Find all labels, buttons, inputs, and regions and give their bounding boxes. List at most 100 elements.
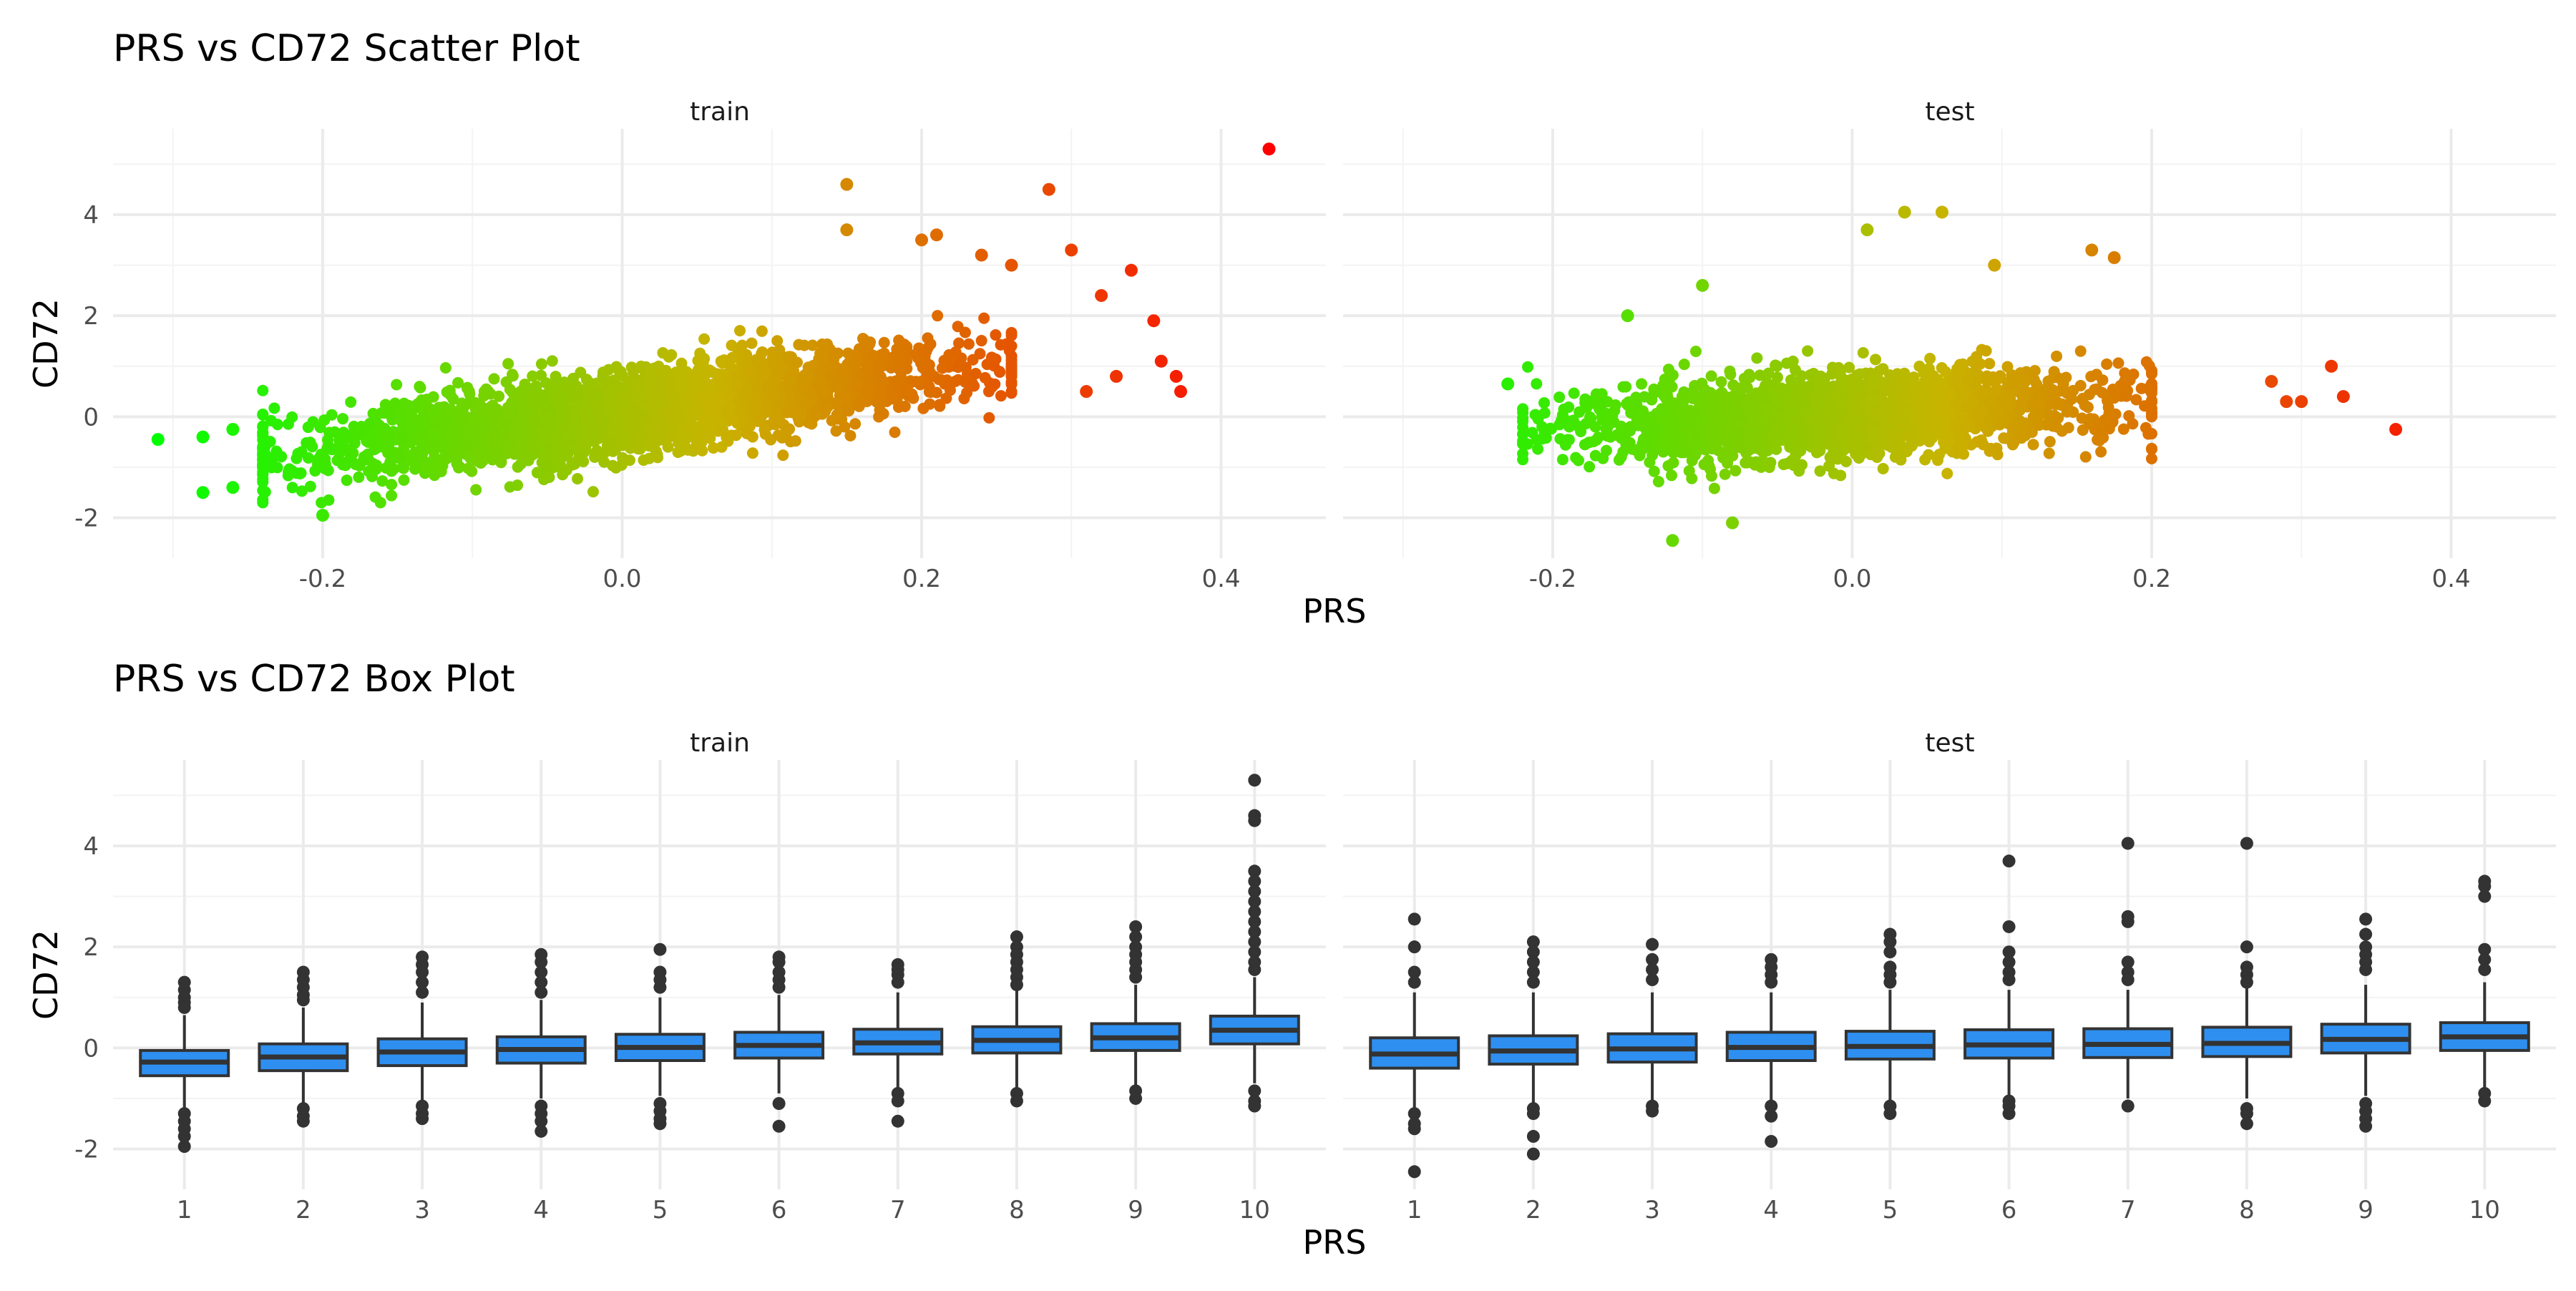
- scatter-point: [1991, 408, 2002, 419]
- scatter-point: [899, 401, 911, 412]
- scatter-point: [1721, 403, 1732, 414]
- box-outlier-point: [297, 1115, 310, 1128]
- scatter-point: [572, 473, 583, 484]
- scatter-point: [1581, 402, 1592, 414]
- scatter-point: [286, 465, 298, 477]
- scatter-point: [968, 380, 980, 391]
- box-y-tick-label: 2: [83, 933, 99, 962]
- scatter-point: [2079, 399, 2091, 411]
- box-x-tick-label: 4: [1763, 1196, 1779, 1224]
- scatter-point: [414, 381, 425, 392]
- scatter-point: [1666, 534, 1679, 547]
- scatter-point: [770, 410, 781, 422]
- scatter-point: [816, 338, 828, 350]
- scatter-point: [608, 427, 620, 438]
- scatter-point: [1006, 341, 1018, 352]
- scatter-point: [2092, 434, 2103, 446]
- scatter-point: [1546, 423, 1557, 434]
- scatter-point: [1821, 411, 1833, 422]
- scatter-point: [2051, 351, 2062, 362]
- scatter-point: [341, 474, 353, 486]
- scatter-point: [353, 472, 364, 483]
- scatter-point: [2044, 436, 2056, 447]
- scatter-point: [1591, 434, 1602, 446]
- scatter-point: [708, 442, 719, 454]
- scatter-point: [2044, 447, 2055, 459]
- scatter-point: [1677, 397, 1689, 409]
- scatter-point: [1852, 369, 1863, 381]
- scatter-point: [994, 366, 1005, 377]
- scatter-point: [389, 399, 400, 410]
- scatter-point: [2389, 423, 2402, 436]
- scatter-point: [616, 390, 628, 401]
- box-outlier-point: [2359, 1120, 2372, 1133]
- scatter-point: [569, 409, 580, 420]
- scatter-point: [349, 437, 361, 449]
- scatter-point: [1811, 447, 1823, 458]
- scatter-point: [610, 416, 622, 428]
- scatter-point: [963, 338, 975, 350]
- scatter-point: [384, 444, 396, 456]
- scatter-point: [1731, 431, 1742, 442]
- scatter-point: [699, 387, 711, 399]
- box-outlier-point: [2240, 1117, 2253, 1130]
- scatter-point: [1953, 446, 1965, 457]
- scatter-point: [1636, 378, 1647, 389]
- scatter-y-tick-label: 2: [83, 302, 99, 331]
- scatter-point: [1602, 430, 1614, 442]
- scatter-point: [840, 178, 853, 191]
- scatter-point: [813, 380, 824, 391]
- scatter-point: [871, 396, 882, 408]
- scatter-point: [381, 462, 392, 474]
- scatter-point: [828, 354, 839, 365]
- scatter-point: [515, 390, 527, 401]
- scatter-point: [1775, 411, 1787, 422]
- scatter-point: [1722, 393, 1733, 404]
- scatter-point: [369, 444, 380, 455]
- scatter-point: [2095, 446, 2107, 457]
- box-outlier-point: [1248, 963, 1261, 976]
- scatter-point: [2121, 391, 2132, 402]
- scatter-point: [447, 423, 458, 434]
- scatter-point: [1763, 368, 1775, 379]
- scatter-point: [1900, 388, 1911, 399]
- scatter-point: [1501, 377, 1514, 390]
- scatter-point: [540, 413, 552, 424]
- box-plot-title: PRS vs CD72 Box Plot: [113, 658, 515, 701]
- scatter-point: [1531, 378, 1542, 389]
- scatter-point: [652, 432, 663, 443]
- scatter-point: [913, 376, 924, 387]
- scatter-point: [481, 384, 492, 395]
- scatter-point: [878, 408, 889, 419]
- scatter-point: [2146, 428, 2157, 439]
- scatter-point: [2101, 359, 2112, 370]
- box-x-tick-label: 1: [1407, 1196, 1423, 1224]
- scatter-point: [197, 431, 210, 444]
- box-outlier-point: [1248, 1100, 1261, 1113]
- scatter-point: [633, 443, 644, 454]
- scatter-point: [474, 413, 486, 424]
- scatter-point: [482, 435, 494, 447]
- box-outlier-point: [178, 1140, 191, 1153]
- scatter-point: [581, 374, 592, 385]
- scatter-point: [1517, 428, 1528, 439]
- box-outlier-point: [1408, 976, 1421, 989]
- scatter-point: [1619, 429, 1631, 441]
- scatter-point: [2112, 357, 2124, 369]
- scatter-point: [1758, 447, 1770, 458]
- scatter-point: [1125, 264, 1138, 277]
- scatter-point: [493, 391, 504, 402]
- scatter-plot-title: PRS vs CD72 Scatter Plot: [113, 27, 580, 70]
- scatter-point: [1664, 423, 1676, 434]
- scatter-point: [363, 466, 374, 477]
- scatter-point: [995, 390, 1007, 401]
- scatter-y-tick-label: 4: [83, 201, 99, 230]
- box-outlier-point: [773, 1097, 786, 1110]
- scatter-point: [2146, 366, 2157, 377]
- scatter-point: [663, 423, 675, 434]
- scatter-point: [774, 399, 785, 410]
- scatter-point: [2077, 424, 2089, 436]
- scatter-point: [538, 450, 550, 462]
- scatter-point: [1687, 390, 1699, 401]
- scatter-point: [2295, 395, 2308, 408]
